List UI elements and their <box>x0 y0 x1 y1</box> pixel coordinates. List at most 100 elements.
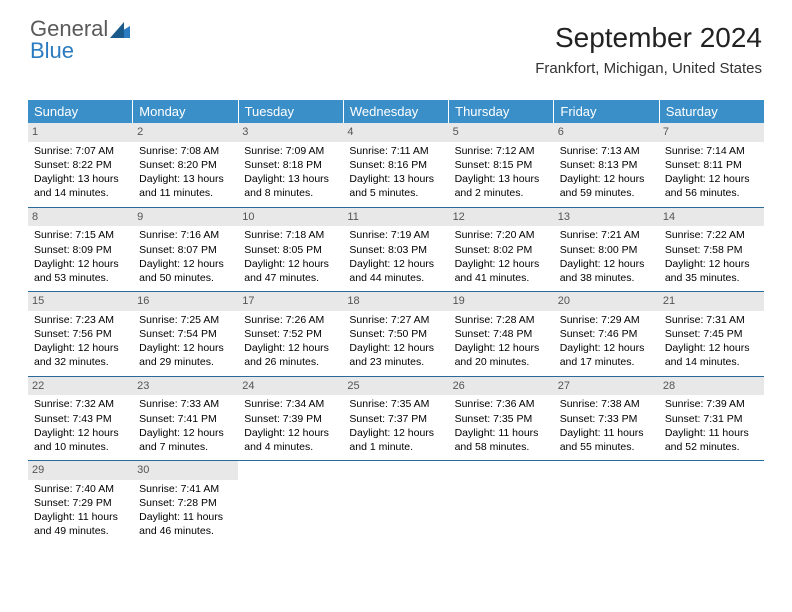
day-number: 12 <box>449 208 554 227</box>
day-info: Sunrise: 7:38 AMSunset: 7:33 PMDaylight:… <box>560 397 653 454</box>
day-info-line: and 26 minutes. <box>244 355 337 369</box>
day-info-line: Daylight: 11 hours <box>665 426 758 440</box>
calendar-week-row: 1Sunrise: 7:07 AMSunset: 8:22 PMDaylight… <box>28 123 764 208</box>
day-info-line: Sunrise: 7:35 AM <box>349 397 442 411</box>
day-number: 10 <box>238 208 343 227</box>
day-number: 21 <box>659 292 764 311</box>
day-info-line: Sunset: 7:58 PM <box>665 243 758 257</box>
day-info-line: Sunset: 7:54 PM <box>139 327 232 341</box>
day-info-line: Daylight: 12 hours <box>349 341 442 355</box>
calendar-header-row: SundayMondayTuesdayWednesdayThursdayFrid… <box>28 100 764 123</box>
day-info-line: Sunrise: 7:20 AM <box>455 228 548 242</box>
day-info-line: and 59 minutes. <box>560 186 653 200</box>
day-info-line: and 35 minutes. <box>665 271 758 285</box>
calendar-day-cell: 27Sunrise: 7:38 AMSunset: 7:33 PMDayligh… <box>554 377 659 461</box>
logo: General Blue <box>30 18 130 62</box>
day-info-line: Daylight: 13 hours <box>349 172 442 186</box>
calendar-header-cell: Monday <box>133 100 238 123</box>
day-info-line: Sunset: 8:13 PM <box>560 158 653 172</box>
day-info-line: Sunset: 7:35 PM <box>455 412 548 426</box>
day-info-line: Daylight: 13 hours <box>244 172 337 186</box>
day-info-line: Sunrise: 7:21 AM <box>560 228 653 242</box>
day-info-line: Sunrise: 7:33 AM <box>139 397 232 411</box>
day-info-line: and 56 minutes. <box>665 186 758 200</box>
day-info: Sunrise: 7:21 AMSunset: 8:00 PMDaylight:… <box>560 228 653 285</box>
day-info-line: Sunset: 7:50 PM <box>349 327 442 341</box>
day-info-line: Daylight: 13 hours <box>455 172 548 186</box>
day-number: 22 <box>28 377 133 396</box>
calendar-day-cell: 17Sunrise: 7:26 AMSunset: 7:52 PMDayligh… <box>238 292 343 376</box>
day-info: Sunrise: 7:36 AMSunset: 7:35 PMDaylight:… <box>455 397 548 454</box>
day-info-line: Daylight: 12 hours <box>665 341 758 355</box>
day-info: Sunrise: 7:39 AMSunset: 7:31 PMDaylight:… <box>665 397 758 454</box>
day-info-line: Daylight: 12 hours <box>665 172 758 186</box>
day-info-line: Sunrise: 7:38 AM <box>560 397 653 411</box>
day-number: 23 <box>133 377 238 396</box>
calendar-header-cell: Thursday <box>449 100 554 123</box>
calendar-day-cell: 29Sunrise: 7:40 AMSunset: 7:29 PMDayligh… <box>28 461 133 545</box>
day-info-line: and 49 minutes. <box>34 524 127 538</box>
calendar-day-cell: 11Sunrise: 7:19 AMSunset: 8:03 PMDayligh… <box>343 208 448 292</box>
day-info-line: Sunset: 7:31 PM <box>665 412 758 426</box>
day-info-line: and 17 minutes. <box>560 355 653 369</box>
day-number: 28 <box>659 377 764 396</box>
calendar-day-cell: 9Sunrise: 7:16 AMSunset: 8:07 PMDaylight… <box>133 208 238 292</box>
day-info-line: Sunrise: 7:28 AM <box>455 313 548 327</box>
day-info-line: Sunset: 7:37 PM <box>349 412 442 426</box>
day-info-line: Sunset: 7:41 PM <box>139 412 232 426</box>
day-info-line: Sunset: 8:02 PM <box>455 243 548 257</box>
day-number: 27 <box>554 377 659 396</box>
day-number: 25 <box>343 377 448 396</box>
calendar-day-cell: 28Sunrise: 7:39 AMSunset: 7:31 PMDayligh… <box>659 377 764 461</box>
day-number: 20 <box>554 292 659 311</box>
day-number: 5 <box>449 123 554 142</box>
calendar-day-cell: 23Sunrise: 7:33 AMSunset: 7:41 PMDayligh… <box>133 377 238 461</box>
day-info-line: Daylight: 11 hours <box>560 426 653 440</box>
calendar-day-cell: 26Sunrise: 7:36 AMSunset: 7:35 PMDayligh… <box>449 377 554 461</box>
day-info-line: Sunrise: 7:12 AM <box>455 144 548 158</box>
day-info-line: and 32 minutes. <box>34 355 127 369</box>
calendar-day-cell: 19Sunrise: 7:28 AMSunset: 7:48 PMDayligh… <box>449 292 554 376</box>
day-info-line: Sunrise: 7:31 AM <box>665 313 758 327</box>
calendar-day-cell: 6Sunrise: 7:13 AMSunset: 8:13 PMDaylight… <box>554 123 659 207</box>
calendar-header-cell: Tuesday <box>239 100 344 123</box>
day-info-line: Sunrise: 7:18 AM <box>244 228 337 242</box>
day-info-line: Daylight: 11 hours <box>455 426 548 440</box>
day-info-line: Sunrise: 7:14 AM <box>665 144 758 158</box>
day-info-line: Sunrise: 7:39 AM <box>665 397 758 411</box>
calendar-week-row: 8Sunrise: 7:15 AMSunset: 8:09 PMDaylight… <box>28 208 764 293</box>
day-info-line: Sunrise: 7:36 AM <box>455 397 548 411</box>
calendar-day-cell: 3Sunrise: 7:09 AMSunset: 8:18 PMDaylight… <box>238 123 343 207</box>
day-number: 13 <box>554 208 659 227</box>
day-info-line: Sunrise: 7:11 AM <box>349 144 442 158</box>
calendar-day-cell: 24Sunrise: 7:34 AMSunset: 7:39 PMDayligh… <box>238 377 343 461</box>
day-info-line: Sunrise: 7:29 AM <box>560 313 653 327</box>
day-number: 1 <box>28 123 133 142</box>
day-info: Sunrise: 7:33 AMSunset: 7:41 PMDaylight:… <box>139 397 232 454</box>
day-info-line: and 53 minutes. <box>34 271 127 285</box>
day-number: 24 <box>238 377 343 396</box>
day-number: 11 <box>343 208 448 227</box>
day-info: Sunrise: 7:40 AMSunset: 7:29 PMDaylight:… <box>34 482 127 539</box>
calendar-day-cell <box>343 461 448 545</box>
calendar-week-row: 15Sunrise: 7:23 AMSunset: 7:56 PMDayligh… <box>28 292 764 377</box>
day-info: Sunrise: 7:15 AMSunset: 8:09 PMDaylight:… <box>34 228 127 285</box>
day-info: Sunrise: 7:23 AMSunset: 7:56 PMDaylight:… <box>34 313 127 370</box>
day-info-line: Sunset: 7:45 PM <box>665 327 758 341</box>
day-info-line: and 8 minutes. <box>244 186 337 200</box>
day-info: Sunrise: 7:28 AMSunset: 7:48 PMDaylight:… <box>455 313 548 370</box>
day-info-line: Sunset: 7:39 PM <box>244 412 337 426</box>
day-info-line: and 46 minutes. <box>139 524 232 538</box>
day-info: Sunrise: 7:34 AMSunset: 7:39 PMDaylight:… <box>244 397 337 454</box>
day-info-line: and 1 minute. <box>349 440 442 454</box>
day-number: 9 <box>133 208 238 227</box>
day-number: 2 <box>133 123 238 142</box>
day-info-line: Sunrise: 7:15 AM <box>34 228 127 242</box>
calendar-day-cell: 30Sunrise: 7:41 AMSunset: 7:28 PMDayligh… <box>133 461 238 545</box>
day-info-line: Daylight: 12 hours <box>455 341 548 355</box>
day-info-line: Daylight: 11 hours <box>34 510 127 524</box>
day-info-line: Daylight: 12 hours <box>455 257 548 271</box>
day-info-line: Sunset: 8:15 PM <box>455 158 548 172</box>
day-number: 14 <box>659 208 764 227</box>
day-info-line: Daylight: 12 hours <box>34 257 127 271</box>
